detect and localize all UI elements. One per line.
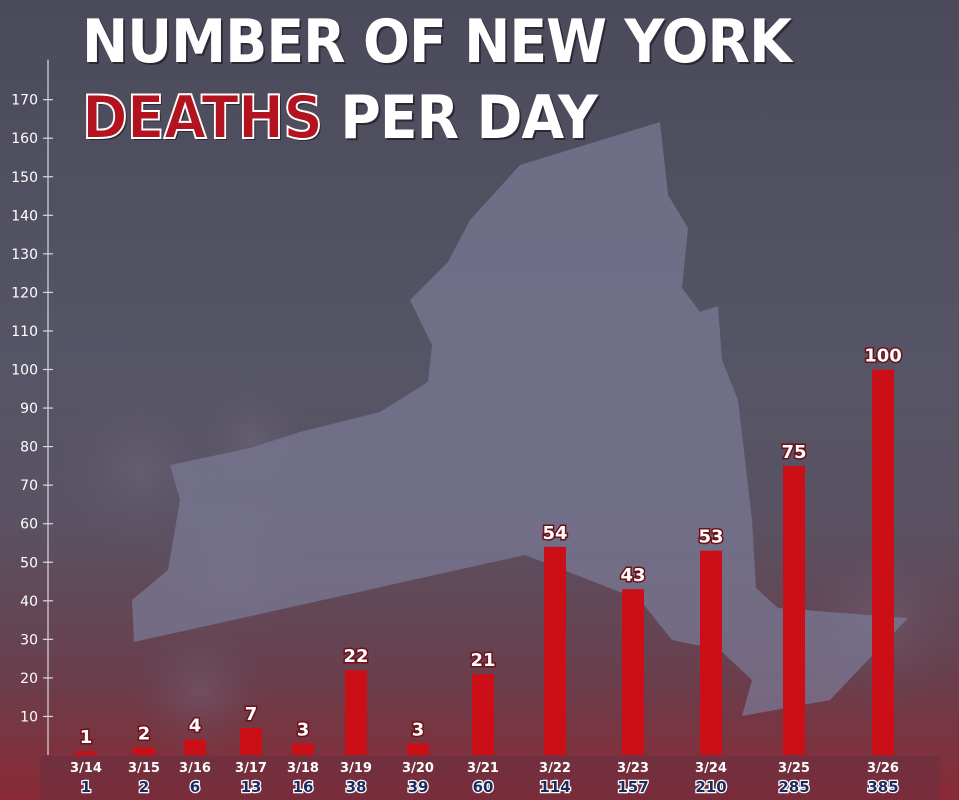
x-axis-band (40, 756, 940, 800)
x-tick-label-date: 3/20 (402, 761, 434, 776)
y-tick-label: 100 (11, 363, 38, 379)
virus-decoration (130, 620, 270, 760)
x-axis-labels: 3/14 1 3/15 2 3/16 6 3/17 13 3/18 16 3/19 38 3/20 39 3… (40, 756, 940, 800)
bar (184, 739, 206, 755)
y-tick-label: 80 (20, 440, 38, 456)
x-tick-label-date: 3/21 (467, 761, 499, 776)
x-tick-label-date: 3/19 (340, 761, 372, 776)
y-tick-label: 110 (11, 324, 38, 340)
x-tick-label-cumulative: 285 (778, 778, 809, 796)
bar-value-label: 4 (189, 716, 202, 737)
background-decoration (45, 122, 959, 760)
y-tick-label: 10 (20, 709, 38, 725)
x-tick-label-date: 3/15 (128, 761, 160, 776)
bar-value-label: 7 (245, 704, 258, 725)
bar-value-label: 53 (698, 527, 723, 548)
bar-value-label: 22 (343, 646, 368, 667)
x-tick-label-cumulative: 114 (539, 778, 570, 796)
bar (133, 747, 155, 755)
bar-value-label: 100 (864, 346, 902, 367)
x-tick-label-date: 3/26 (867, 761, 899, 776)
x-tick-label-date: 3/23 (617, 761, 649, 776)
y-tick-label: 20 (20, 671, 38, 687)
bar (783, 465, 805, 755)
x-tick-label-cumulative: 385 (867, 778, 898, 796)
y-tick-label: 30 (20, 632, 38, 648)
x-tick-label-cumulative: 157 (617, 778, 648, 796)
x-tick-label-cumulative: 2 (139, 778, 149, 796)
x-tick-label-date: 3/24 (695, 761, 727, 776)
x-tick-label-cumulative: 6 (190, 778, 200, 796)
chart-title-line-1: NUMBER OF NEW YORK (82, 7, 792, 77)
y-tick-label: 170 (11, 93, 38, 109)
bar-value-label: 43 (620, 565, 645, 586)
bar-value-label: 3 (297, 719, 310, 740)
bar (622, 589, 644, 755)
y-axis: 10 20 30 40 50 60 70 80 90 100 110 120 130 140 150 160 1… (11, 59, 53, 755)
x-tick-label-cumulative: 13 (241, 778, 262, 796)
y-tick-label: 50 (20, 555, 38, 571)
x-tick-label-date: 3/14 (70, 761, 102, 776)
x-tick-label-cumulative: 1 (81, 778, 91, 796)
x-tick-label-date: 3/25 (778, 761, 810, 776)
bar (75, 751, 97, 755)
bar-value-label: 54 (542, 523, 567, 544)
y-tick-label: 90 (20, 401, 38, 417)
bar-value-label: 21 (470, 650, 495, 671)
bar (407, 743, 429, 755)
bar (240, 728, 262, 755)
bar-value-label: 2 (138, 723, 151, 744)
chart-title-highlight: DEATHS (81, 83, 324, 153)
x-tick-label-cumulative: 16 (293, 778, 314, 796)
y-tick-label: 150 (11, 170, 38, 186)
x-tick-label-date: 3/18 (287, 761, 319, 776)
bar (345, 670, 367, 755)
x-tick-label-cumulative: 38 (346, 778, 367, 796)
bar (292, 743, 314, 755)
bar-series: 1 2 4 7 3 22 3 21 54 43 53 75 100 (75, 344, 903, 755)
bar (872, 369, 894, 755)
bar-value-label: 3 (412, 719, 425, 740)
y-tick-label: 70 (20, 478, 38, 494)
y-tick-label: 40 (20, 594, 38, 610)
bar (544, 546, 566, 755)
x-tick-label-cumulative: 210 (695, 778, 726, 796)
x-tick-label-date: 3/16 (179, 761, 211, 776)
x-tick-label-cumulative: 60 (473, 778, 494, 796)
chart-title-rest: PER DAY (322, 83, 598, 153)
x-tick-label-date: 3/22 (539, 761, 571, 776)
y-tick-label: 130 (11, 247, 38, 263)
y-tick-label: 140 (11, 208, 38, 224)
x-tick-label-cumulative: 39 (408, 778, 429, 796)
y-tick-label: 120 (11, 285, 38, 301)
bar (700, 550, 722, 755)
x-tick-label-date: 3/17 (235, 761, 267, 776)
y-tick-label: 160 (11, 131, 38, 147)
y-tick-label: 60 (20, 517, 38, 533)
bar-value-label: 1 (80, 727, 93, 748)
bar-value-label: 75 (781, 442, 806, 463)
chart-title-line-2: DEATHS PER DAY (81, 87, 598, 149)
bar (472, 674, 494, 755)
